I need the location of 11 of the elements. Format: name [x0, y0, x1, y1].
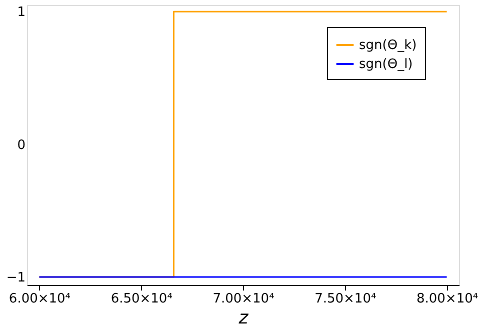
x-tick-label: 8.00×10⁴ — [416, 292, 478, 306]
x-tick-label: 7.50×10⁴ — [314, 292, 376, 306]
x-tick-label: 7.00×10⁴ — [212, 292, 274, 306]
legend-label: sgn(Θ_l) — [359, 57, 413, 72]
y-tick-label: −1 — [6, 270, 26, 286]
x-tick-label: 6.00×10⁴ — [8, 292, 71, 306]
legend-label: sgn(Θ_k) — [359, 38, 417, 53]
x-tick-label: 6.50×10⁴ — [110, 292, 172, 306]
x-axis-title: z — [238, 308, 249, 328]
y-tick-label: 1 — [17, 5, 26, 20]
y-tick-label: 0 — [17, 138, 26, 153]
